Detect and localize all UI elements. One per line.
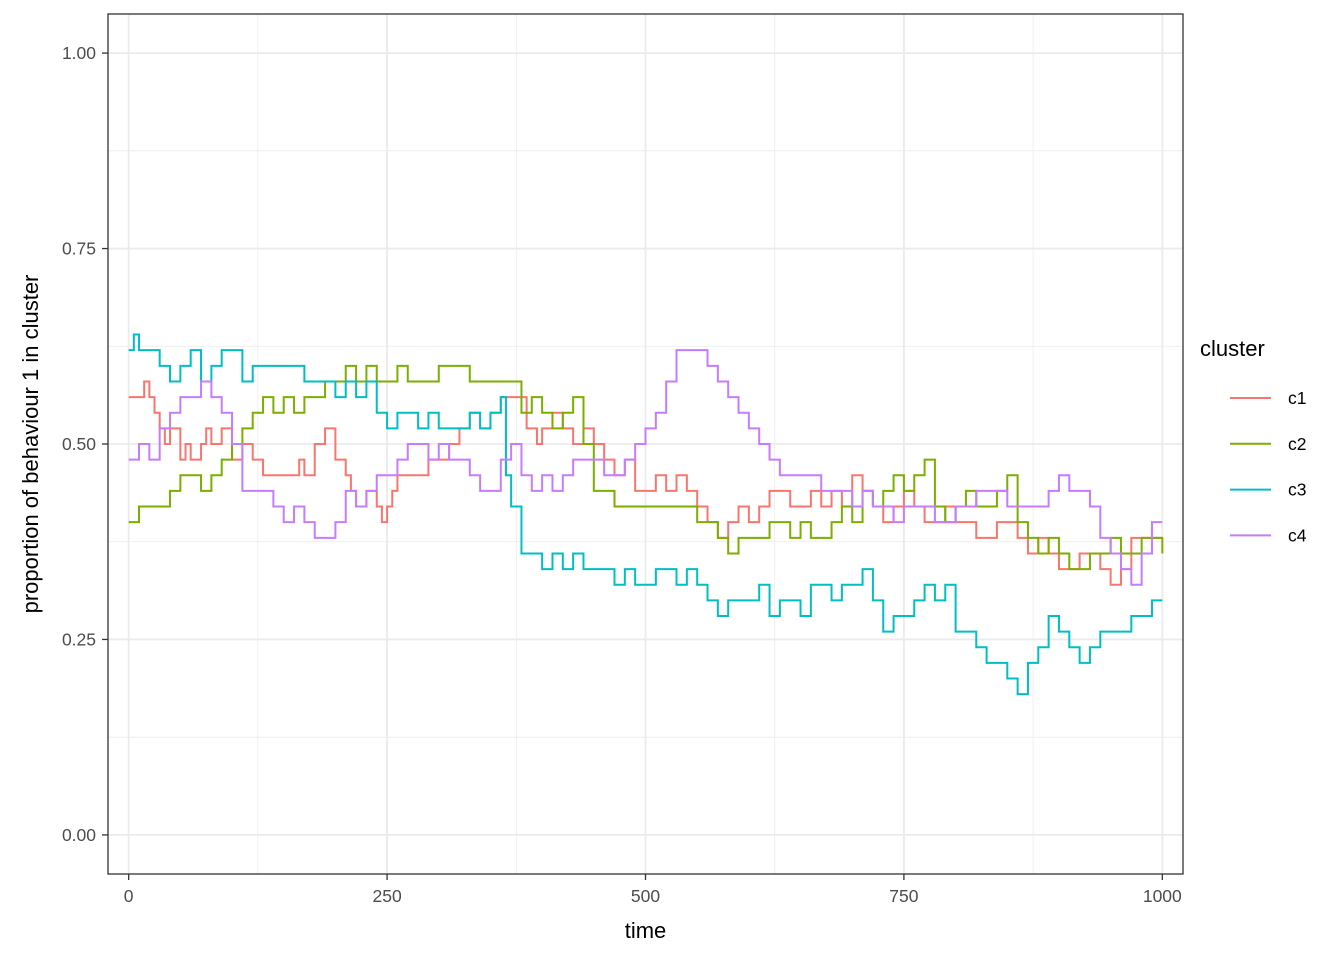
x-tick-label: 750 [889, 886, 918, 906]
y-tick-label: 1.00 [62, 43, 96, 63]
y-tick-label: 0.00 [62, 825, 96, 845]
series-line-c2 [128, 364, 1164, 571]
x-tick-label: 500 [631, 886, 660, 906]
series-line-c3 [128, 333, 1163, 696]
x-tick-label: 1000 [1143, 886, 1182, 906]
legend-title: cluster [1200, 336, 1265, 361]
y-axis: 0.00 0.25 0.50 0.75 1.00 [62, 43, 108, 845]
x-tick-label: 250 [372, 886, 401, 906]
legend-label-c3: c3 [1288, 480, 1306, 500]
legend-label-c4: c4 [1288, 525, 1307, 545]
x-axis-title: time [625, 918, 667, 943]
y-axis-title: proportion of behaviour 1 in cluster [18, 275, 43, 614]
legend-label-c2: c2 [1288, 434, 1306, 454]
x-tick-label: 0 [124, 886, 134, 906]
series-line-c4 [128, 349, 1163, 586]
y-tick-label: 0.25 [62, 629, 96, 649]
legend: cluster c1 c2 c3 c4 [1200, 336, 1307, 545]
series-lines [128, 333, 1164, 696]
x-axis: 0 250 500 750 1000 [124, 874, 1182, 906]
legend-label-c1: c1 [1288, 388, 1306, 408]
y-tick-label: 0.50 [62, 434, 96, 454]
y-tick-label: 0.75 [62, 239, 96, 259]
